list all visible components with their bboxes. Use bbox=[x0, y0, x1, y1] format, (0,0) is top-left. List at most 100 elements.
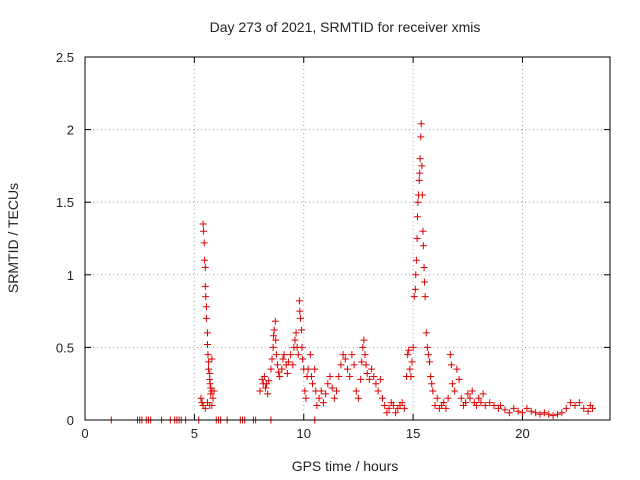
data-point bbox=[473, 401, 481, 409]
data-point bbox=[571, 401, 579, 409]
data-point bbox=[202, 303, 210, 311]
x-tick-label: 5 bbox=[191, 426, 198, 441]
data-point bbox=[486, 399, 494, 407]
data-point bbox=[370, 372, 378, 380]
data-point bbox=[363, 370, 371, 378]
data-point bbox=[350, 361, 358, 369]
data-point bbox=[426, 358, 434, 366]
data-point bbox=[284, 358, 292, 366]
data-point bbox=[201, 282, 209, 290]
data-point bbox=[268, 355, 276, 363]
data-point bbox=[519, 409, 526, 417]
plot-frame bbox=[84, 56, 611, 421]
data-point bbox=[357, 375, 365, 383]
data-point bbox=[368, 365, 376, 373]
data-point bbox=[398, 399, 406, 407]
data-point bbox=[532, 409, 540, 417]
data-point bbox=[267, 365, 275, 373]
data-point bbox=[344, 365, 351, 373]
data-point bbox=[429, 387, 437, 395]
data-point bbox=[352, 387, 360, 395]
data-point bbox=[527, 407, 535, 415]
data-point bbox=[383, 409, 391, 417]
data-point bbox=[279, 355, 287, 363]
data-point bbox=[272, 336, 280, 344]
data-point bbox=[490, 401, 498, 409]
data-point bbox=[315, 394, 323, 402]
data-point bbox=[362, 361, 370, 369]
tick-labels: 0 5 10 15 20 0 0.5 1 1.5 2 2.5 bbox=[56, 50, 530, 441]
data-point bbox=[269, 343, 277, 351]
data-point bbox=[392, 409, 400, 417]
data-point bbox=[418, 162, 426, 170]
data-point bbox=[385, 404, 393, 412]
x-tick-label: 15 bbox=[406, 426, 420, 441]
data-point bbox=[447, 361, 455, 369]
data-point bbox=[296, 314, 304, 322]
y-tick-label: 0 bbox=[67, 413, 74, 428]
y-tick-label: 1.5 bbox=[56, 195, 74, 210]
data-point bbox=[468, 387, 476, 395]
data-point bbox=[358, 358, 366, 366]
grid bbox=[85, 57, 610, 420]
data-point bbox=[416, 169, 424, 177]
y-tick-label: 1 bbox=[67, 268, 74, 283]
data-point bbox=[298, 343, 306, 351]
data-point bbox=[457, 394, 465, 402]
data-point bbox=[417, 120, 425, 128]
data-point bbox=[307, 372, 315, 380]
data-point bbox=[204, 329, 211, 337]
data-point bbox=[453, 365, 461, 373]
data-point bbox=[410, 293, 418, 301]
data-point bbox=[420, 264, 428, 272]
data-point bbox=[481, 401, 489, 409]
data-point bbox=[346, 372, 354, 380]
data-point bbox=[414, 213, 421, 221]
data-point bbox=[409, 343, 417, 351]
data-point bbox=[567, 399, 575, 407]
data-point bbox=[562, 404, 570, 412]
data-point bbox=[584, 407, 592, 415]
data-point bbox=[381, 401, 389, 409]
data-point bbox=[205, 365, 213, 373]
data-point bbox=[412, 256, 420, 264]
data-point bbox=[341, 355, 349, 363]
data-point bbox=[271, 317, 279, 325]
data-point bbox=[405, 346, 413, 354]
data-point bbox=[296, 307, 304, 315]
data-point bbox=[361, 351, 369, 359]
data-point bbox=[287, 351, 295, 359]
data-point bbox=[510, 404, 518, 412]
data-point bbox=[580, 404, 588, 412]
data-point bbox=[272, 351, 280, 359]
data-point bbox=[322, 390, 330, 398]
data-point bbox=[379, 394, 386, 402]
data-point bbox=[335, 372, 343, 380]
data-point bbox=[260, 372, 268, 380]
data-point bbox=[497, 401, 505, 409]
data-point bbox=[374, 387, 382, 395]
data-point bbox=[365, 375, 373, 383]
data-point bbox=[204, 340, 211, 348]
data-point bbox=[415, 176, 423, 184]
data-point bbox=[449, 380, 456, 388]
data-point bbox=[280, 351, 288, 359]
data-point bbox=[421, 293, 429, 301]
data-point bbox=[206, 380, 214, 388]
data-point bbox=[354, 394, 362, 402]
data-point bbox=[283, 370, 291, 378]
data-point bbox=[549, 412, 557, 420]
data-point bbox=[554, 410, 561, 418]
data-point bbox=[418, 191, 426, 199]
data-point bbox=[294, 351, 302, 359]
data-point bbox=[208, 401, 216, 409]
data-point bbox=[427, 372, 435, 380]
data-point bbox=[348, 351, 356, 359]
data-point bbox=[360, 336, 368, 344]
data-point bbox=[256, 387, 264, 395]
x-tick-label: 0 bbox=[81, 426, 88, 441]
y-tick-label: 0.5 bbox=[56, 340, 74, 355]
data-point bbox=[201, 404, 209, 412]
data-point bbox=[207, 390, 215, 398]
data-point bbox=[204, 351, 212, 359]
